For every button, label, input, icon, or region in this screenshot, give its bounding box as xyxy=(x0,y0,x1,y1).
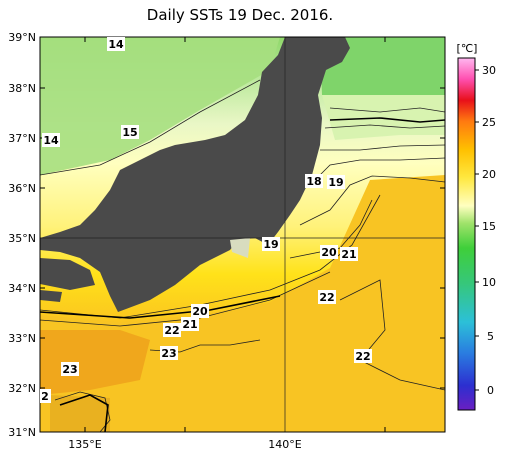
colorbar-tick: 15 xyxy=(482,220,496,233)
contour-label: 23 xyxy=(62,363,77,376)
colorbar-tick: 5 xyxy=(487,330,494,343)
lat-label-31: 31°N xyxy=(8,426,36,439)
lat-label-34: 34°N xyxy=(8,282,36,295)
lon-label-140: 140°E xyxy=(268,438,301,451)
shikoku-landmass xyxy=(40,258,95,290)
map-title: Daily SSTs 19 Dec. 2016. xyxy=(146,6,334,24)
colorbar-tick: 30 xyxy=(482,64,496,77)
contour-label: 20 xyxy=(192,305,208,318)
colorbar-ticks: 30 25 20 15 10 5 0 xyxy=(482,64,496,397)
lat-label-32: 32°N xyxy=(8,382,36,395)
latitude-ticks xyxy=(40,37,445,432)
cold-water-east xyxy=(320,37,445,108)
lat-label-37: 37°N xyxy=(8,132,36,145)
lon-label-135: 135°E xyxy=(68,438,101,451)
lat-label-33: 33°N xyxy=(8,332,36,345)
contour-label: 23 xyxy=(161,347,176,360)
kyushu-edge xyxy=(40,290,62,302)
cool-band-east xyxy=(322,95,445,140)
warm-core xyxy=(40,330,150,395)
graticule xyxy=(40,37,445,432)
contour-label: 22 xyxy=(355,350,370,363)
contour-label: 2 xyxy=(41,390,49,403)
contour-label: 20 xyxy=(321,246,337,259)
contour-label: 18 xyxy=(306,175,321,188)
bold-contours xyxy=(40,117,445,432)
contour-label: 22 xyxy=(164,324,179,337)
lat-label-39: 39°N xyxy=(8,31,36,44)
colorbar-scale xyxy=(457,57,476,411)
map-frame xyxy=(39,36,446,433)
contour-label: 21 xyxy=(341,248,356,261)
contour-labels: 14 14 15 18 19 19 20 21 22 20 21 22 23 2… xyxy=(40,37,372,403)
contour-label: 14 xyxy=(108,38,124,51)
honshu-landmass xyxy=(40,37,350,312)
warm-core-south xyxy=(50,395,110,432)
contour-label: 22 xyxy=(319,291,334,304)
map-area xyxy=(40,37,445,432)
colorbar-unit: [℃] xyxy=(457,42,478,55)
contour-label: 15 xyxy=(122,126,137,139)
lat-label-38: 38°N xyxy=(8,82,36,95)
contour-label: 19 xyxy=(263,238,278,251)
cold-water-west xyxy=(40,37,280,175)
colorbar-tick: 20 xyxy=(482,168,496,181)
contour-label: 21 xyxy=(182,318,197,331)
longitude-axis: 135°E 140°E xyxy=(68,438,301,451)
latitude-axis: 39°N 38°N 37°N 36°N 35°N 34°N 33°N 32°N … xyxy=(8,31,36,439)
colorbar-tick: 0 xyxy=(487,384,494,397)
colorbar: [℃] 30 25 20 15 10 5 0 xyxy=(457,42,496,411)
izu-bay xyxy=(230,238,250,258)
colorbar-tick: 25 xyxy=(482,116,496,129)
contour-label: 19 xyxy=(328,176,343,189)
lat-label-36: 36°N xyxy=(8,182,36,195)
colorbar-tick: 10 xyxy=(482,276,496,289)
contour-label: 14 xyxy=(43,134,59,147)
lat-label-35: 35°N xyxy=(8,232,36,245)
